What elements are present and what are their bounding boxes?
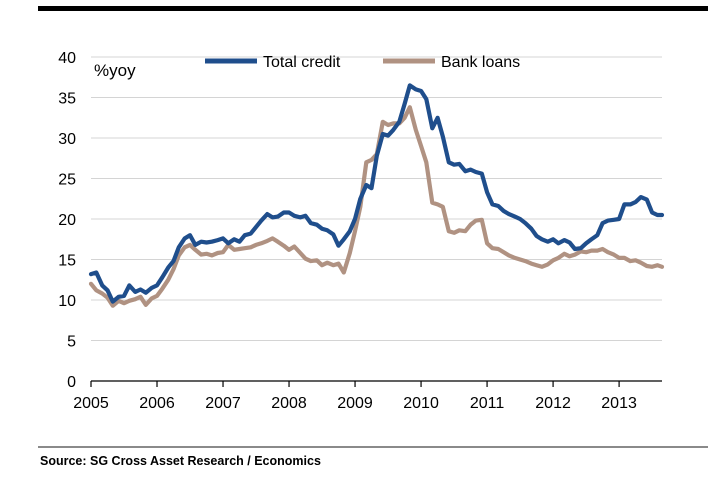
y-tick-label: 25 xyxy=(58,172,76,189)
series-line-total-credit xyxy=(88,83,665,304)
y-tick-label: 15 xyxy=(58,253,76,270)
source-note: Source: SG Cross Asset Research / Econom… xyxy=(40,454,321,468)
x-tick-label: 2011 xyxy=(470,395,505,412)
line-chart: 0 5 10 15 20 25 30 35 40 2005 2006 2007 2008 2009 201… xyxy=(58,50,665,412)
x-tick-label: 2006 xyxy=(139,395,175,412)
x-tick-label: 2007 xyxy=(205,395,241,412)
bottom-rule xyxy=(38,446,708,448)
series-line-bank-loans xyxy=(88,105,665,308)
y-axis-unit-label: %yoy xyxy=(94,61,136,80)
y-tick-label: 10 xyxy=(58,293,76,310)
x-tick-label: 2005 xyxy=(73,395,109,412)
series-layer xyxy=(88,83,665,308)
y-tick-label: 35 xyxy=(58,91,76,108)
y-tick-label: 5 xyxy=(67,334,76,351)
y-tick-label: 0 xyxy=(67,374,76,391)
top-rule xyxy=(38,6,708,11)
x-tick-label: 2009 xyxy=(337,395,373,412)
x-tick-label: 2012 xyxy=(535,395,571,412)
y-axis-tick-labels: 0 5 10 15 20 25 30 35 40 xyxy=(58,50,76,391)
y-tick-label: 40 xyxy=(58,50,76,67)
x-axis xyxy=(90,380,662,387)
legend: Total credit Bank loans xyxy=(205,54,520,71)
y-tick-label: 30 xyxy=(58,131,76,148)
x-tick-label: 2013 xyxy=(601,395,637,412)
y-tick-label: 20 xyxy=(58,212,76,229)
legend-label-bank-loans: Bank loans xyxy=(441,54,520,71)
x-tick-label: 2010 xyxy=(403,395,439,412)
gridlines xyxy=(91,56,662,341)
x-axis-tick-labels: 2005 2006 2007 2008 2009 2010 2011 2012 2013 xyxy=(73,395,637,412)
x-tick-label: 2008 xyxy=(271,395,307,412)
legend-label-total-credit: Total credit xyxy=(263,54,341,71)
